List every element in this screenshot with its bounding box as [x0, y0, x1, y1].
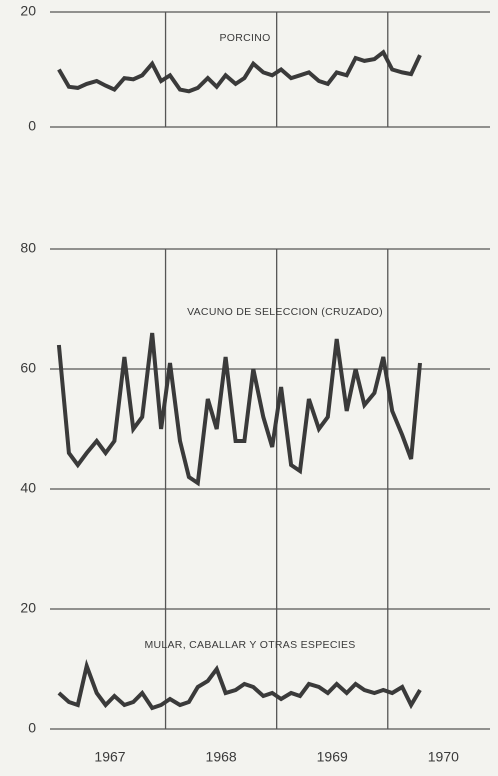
y-tick-label: 80 [20, 240, 36, 256]
x-tick-label: 1967 [94, 749, 125, 765]
y-tick-label: 40 [20, 480, 36, 496]
series-label: PORCINO [219, 32, 270, 44]
y-tick-label: 0 [28, 720, 36, 736]
series-line [57, 49, 422, 94]
series-line [57, 659, 422, 711]
series-label: VACUNO DE SELECCION (CRUZADO) [187, 306, 383, 318]
y-tick-label: 20 [20, 600, 36, 616]
y-tick-label: 60 [20, 360, 36, 376]
y-tick-label: 20 [20, 3, 36, 19]
x-tick-label: 1968 [206, 749, 237, 765]
series-label: MULAR, CABALLAR Y OTRAS ESPECIES [144, 639, 355, 651]
y-tick-label: 0 [28, 118, 36, 134]
series-line [56, 332, 422, 487]
x-tick-label: 1970 [428, 749, 459, 765]
x-tick-label: 1969 [317, 749, 348, 765]
